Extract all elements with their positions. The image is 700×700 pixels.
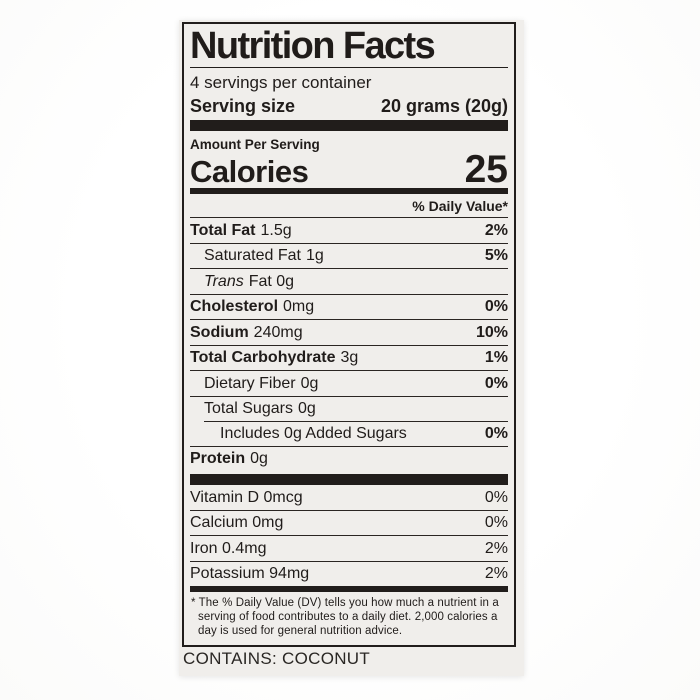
amount-per-serving-label: Amount Per Serving [190,137,320,152]
daily-value: 0% [484,514,508,531]
label-title: Nutrition Facts [190,25,436,67]
contains-statement: CONTAINS: COCONUT [183,649,371,668]
daily-value: 0% [484,298,508,315]
nutrient-name: Dietary Fiber [204,374,296,392]
nutrient-amount: 240mg [253,323,303,341]
nutrient-name: Total Carbohydrate [190,349,336,366]
daily-value: 0% [484,374,508,392]
daily-value: 2% [484,539,508,557]
daily-value: 1% [484,349,508,366]
nutrient-amount: 3g [340,349,359,366]
calories-value: 25 [464,148,508,191]
daily-value: 5% [484,247,508,264]
vitamin-name: Potassium 94mg [190,565,310,582]
nutrient-amount: 1.5g [260,221,292,239]
vitamin-name: Vitamin D 0mcg [190,488,303,506]
nutrition-label: Nutrition Facts 4 servings per container… [179,20,524,676]
nutrient-name: Total Fat [190,221,256,239]
medium-divider-calories [190,188,508,194]
row-trans-fat: Trans Fat 0g [190,268,508,294]
daily-value: 0% [484,424,508,442]
calories-row: Calories 25 [190,148,508,191]
daily-value-header: % Daily Value* [412,198,508,214]
medium-divider-footnote [190,586,508,592]
serving-size-value: 20 grams (20g) [380,96,508,116]
row-total-fat: Total Fat 1.5g 2% [190,217,508,243]
nutrient-name: Protein [190,450,246,467]
daily-value: 2% [484,221,508,239]
row-total-carbohydrate: Total Carbohydrate 3g 1% [190,344,508,371]
row-cholesterol: Cholesterol 0mg 0% [190,293,508,320]
row-iron: Iron 0.4mg 2% [190,535,508,561]
row-added-sugars: Includes 0g Added Sugars 0% [190,421,508,446]
serving-size-row: Serving size 20 grams (20g) [190,95,508,117]
nutrient-name: Cholesterol [190,298,279,315]
nutrient-name: Trans [204,272,244,290]
nutrient-name: Sodium [190,323,249,341]
thick-divider-protein [190,474,508,485]
daily-value: 0% [484,488,508,506]
nutrient-name: Includes 0g Added Sugars [220,424,407,442]
facts-border-box: Nutrition Facts 4 servings per container… [182,22,516,647]
vitamin-name: Calcium 0mg [190,514,284,531]
row-potassium: Potassium 94mg 2% [190,560,508,587]
row-total-sugars: Total Sugars 0g [190,395,508,422]
thick-divider-top [190,120,508,131]
row-calcium: Calcium 0mg 0% [190,509,508,536]
nutrient-amount: Fat 0g [248,272,295,290]
nutrient-name: Total Sugars [204,400,293,417]
row-vitamin-d: Vitamin D 0mcg 0% [190,485,508,510]
row-saturated-fat: Saturated Fat 1g 5% [190,242,508,269]
row-protein: Protein 0g [190,445,508,472]
calories-label: Calories [190,154,309,189]
footnote-asterisk: * [191,597,196,609]
row-dietary-fiber: Dietary Fiber 0g 0% [190,370,508,396]
servings-per-container: 4 servings per container [190,73,372,92]
daily-value: 10% [475,323,508,341]
nutrient-amount: 0mg [283,298,315,315]
serving-size-label: Serving size [190,96,296,116]
nutrient-amount: 0g [297,400,316,417]
row-sodium: Sodium 240mg 10% [190,319,508,345]
nutrient-name: Saturated Fat [204,247,301,264]
daily-value: 2% [484,565,508,582]
nutrient-amount: 1g [305,247,324,264]
footnote: * The % Daily Value (DV) tells you how m… [190,592,508,645]
nutrient-amount: 0g [250,450,268,467]
footnote-text: The % Daily Value (DV) tells you how muc… [198,597,499,637]
nutrient-amount: 0g [300,374,319,392]
title-divider [190,67,508,68]
vitamin-name: Iron 0.4mg [190,539,267,557]
